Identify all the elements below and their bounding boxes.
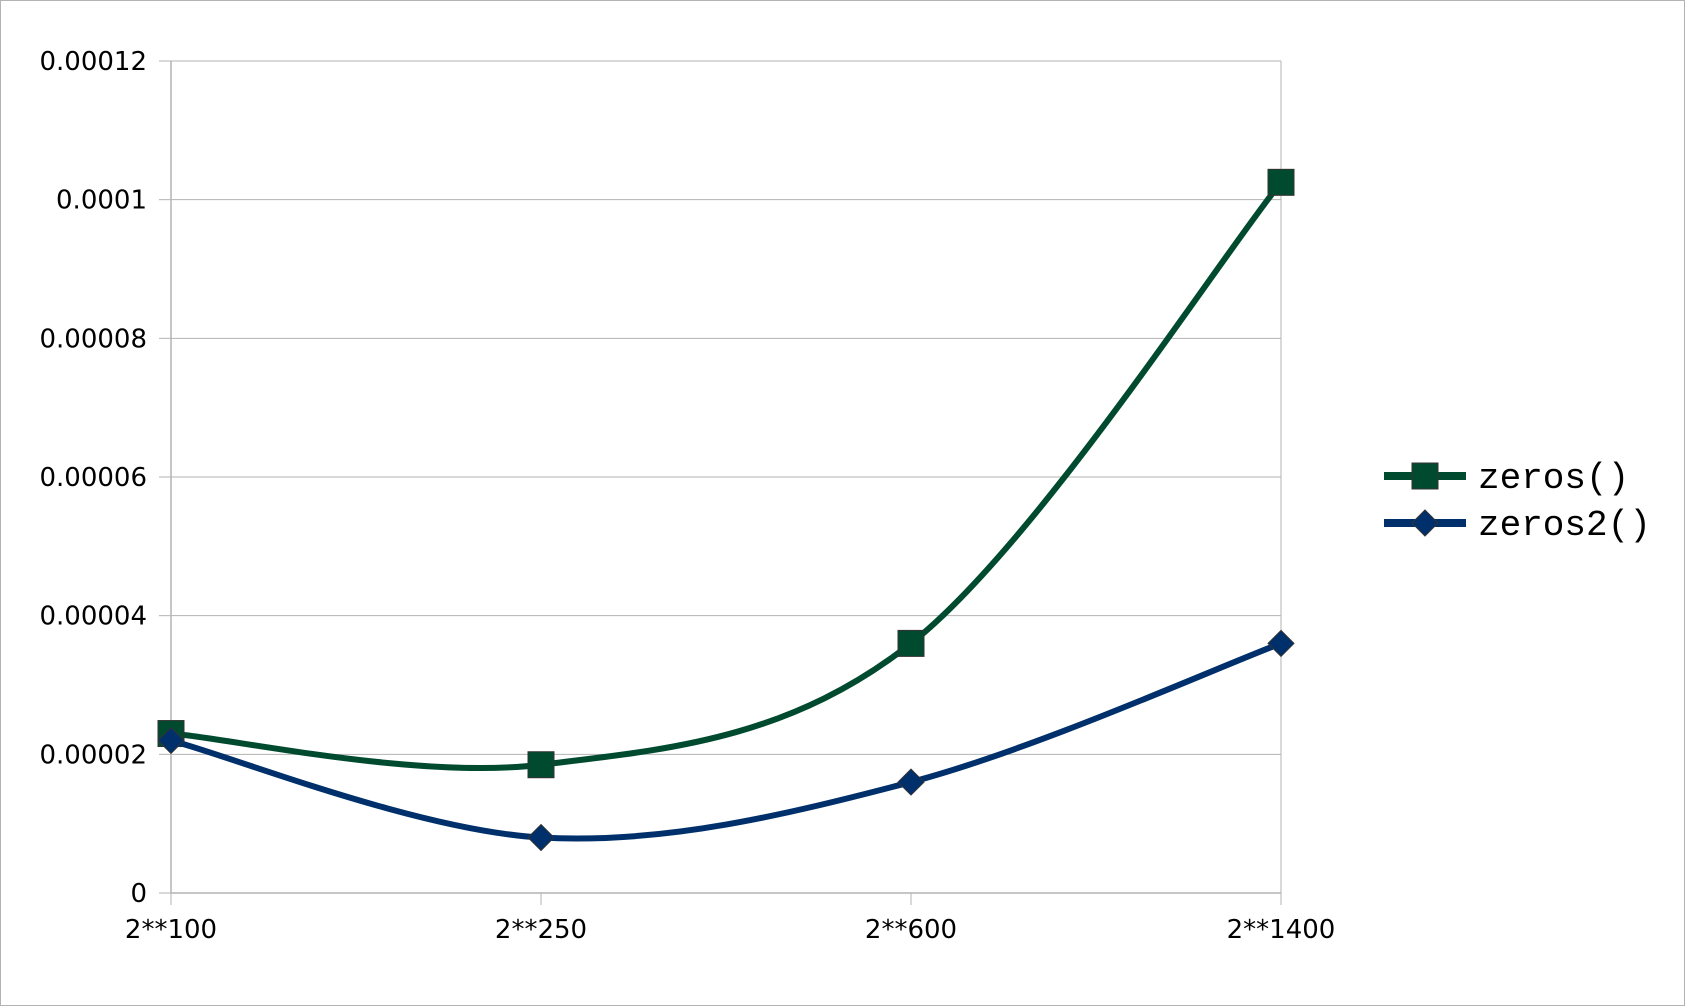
legend-entry: zeros(): [1384, 458, 1629, 499]
data-point: [1267, 168, 1295, 196]
legend-label: zeros(): [1478, 458, 1629, 499]
y-tick-label: 0.00006: [39, 463, 147, 493]
data-point: [897, 768, 925, 796]
y-tick-label: 0.00002: [39, 740, 147, 770]
data-point: [527, 823, 555, 852]
data-point: [527, 751, 555, 779]
y-tick-label: 0: [130, 879, 147, 909]
y-tick-label: 0.00004: [39, 602, 147, 632]
series-lines: [157, 168, 1295, 852]
y-tick-label: 0.00008: [39, 324, 147, 354]
series-line: [168, 179, 1284, 772]
x-tick-label: 2**600: [865, 915, 957, 945]
legend: zeros() zeros2(): [1384, 458, 1651, 546]
series-line: [168, 640, 1284, 842]
legend-entry: zeros2(): [1384, 505, 1651, 546]
x-tick-label: 2**250: [495, 915, 587, 945]
gridlines: [171, 60, 1282, 893]
y-tick-label: 0.0001: [56, 186, 147, 216]
series-1: [157, 629, 1295, 852]
legend-marker: [1411, 509, 1439, 537]
y-tick-label: 0.00012: [39, 47, 147, 77]
legend-label: zeros2(): [1478, 505, 1651, 546]
x-tick-label: 2**100: [125, 915, 217, 945]
legend-marker: [1411, 462, 1439, 490]
series-0: [157, 168, 1295, 779]
axes: 0 0.00002 0.00004 0.00006 0.00008 0.0001 0.000…: [39, 47, 1335, 945]
data-point: [897, 629, 925, 657]
x-tick-label: 2**1400: [1227, 915, 1336, 945]
data-point: [1267, 629, 1295, 658]
data-point: [157, 726, 185, 755]
